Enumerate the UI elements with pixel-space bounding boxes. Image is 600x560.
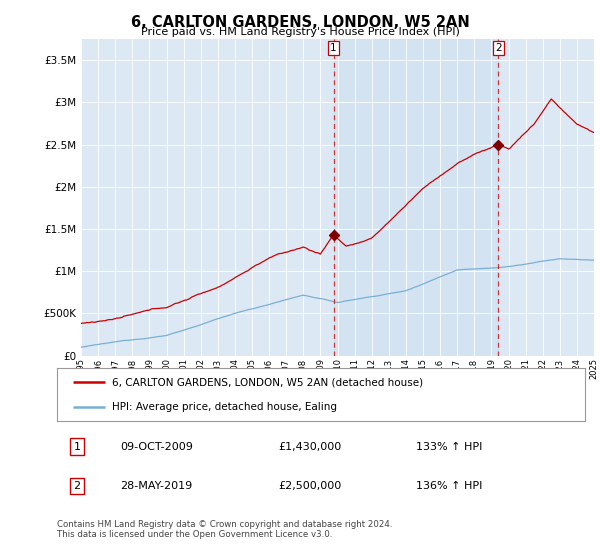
Text: Contains HM Land Registry data © Crown copyright and database right 2024.
This d: Contains HM Land Registry data © Crown c… [57,520,392,539]
Text: 2: 2 [74,481,80,491]
Text: £1,430,000: £1,430,000 [279,442,342,451]
Text: 136% ↑ HPI: 136% ↑ HPI [416,481,482,491]
Text: 1: 1 [330,43,337,53]
Bar [334,39,499,356]
Text: 2: 2 [495,43,502,53]
Text: HPI: Average price, detached house, Ealing: HPI: Average price, detached house, Eali… [112,402,337,412]
Text: 09-OCT-2009: 09-OCT-2009 [121,442,193,451]
Text: Price paid vs. HM Land Registry's House Price Index (HPI): Price paid vs. HM Land Registry's House … [140,27,460,37]
Text: 6, CARLTON GARDENS, LONDON, W5 2AN: 6, CARLTON GARDENS, LONDON, W5 2AN [131,15,469,30]
Text: 28-MAY-2019: 28-MAY-2019 [121,481,193,491]
Text: 133% ↑ HPI: 133% ↑ HPI [416,442,482,451]
Text: 6, CARLTON GARDENS, LONDON, W5 2AN (detached house): 6, CARLTON GARDENS, LONDON, W5 2AN (deta… [112,377,424,388]
Text: £2,500,000: £2,500,000 [279,481,342,491]
Text: 1: 1 [74,442,80,451]
